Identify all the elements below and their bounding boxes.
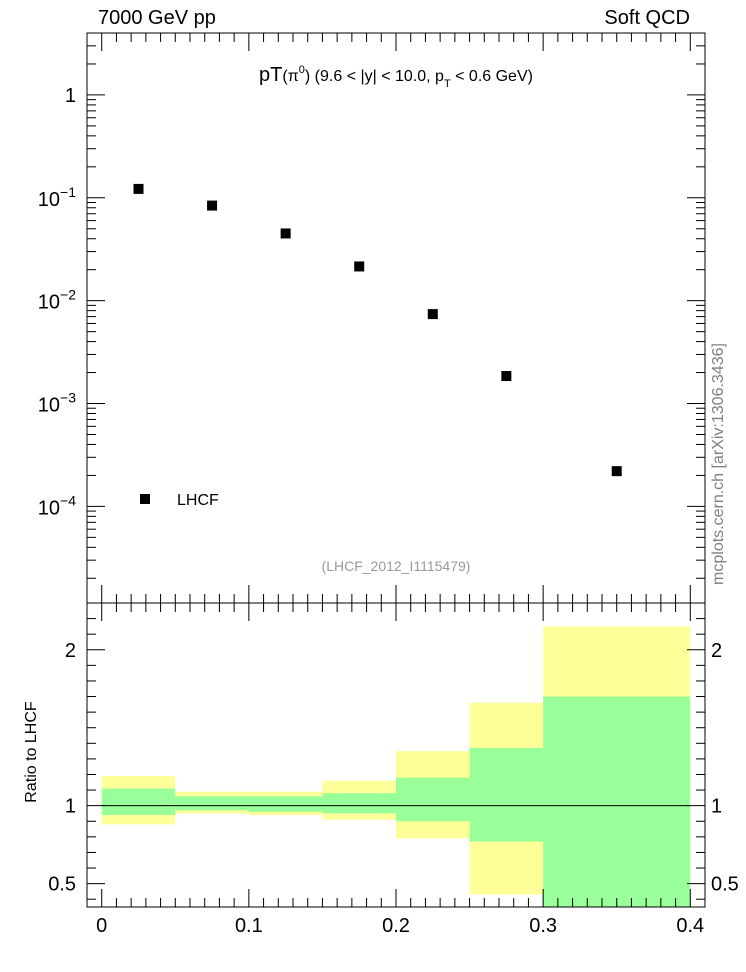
inner-band-bin (543, 696, 691, 907)
ratio-y-tick-label-left: 0.5 (48, 874, 76, 896)
ratio-y-tick-label-left: 1 (65, 796, 76, 818)
ratio-y-tick-label-right: 2 (711, 640, 722, 662)
data-point (354, 261, 365, 272)
header-right-label: Soft QCD (604, 7, 690, 29)
source-side-label: mcplots.cern.ch [arXiv:1306.3436] (710, 343, 727, 585)
data-point (207, 200, 218, 211)
inner-band-bin (322, 793, 396, 814)
data-point (280, 228, 291, 239)
x-tick-label: 0 (96, 915, 107, 937)
y-tick-label: 1 (65, 85, 76, 107)
legend: LHCF (140, 492, 219, 509)
inner-band-bin (396, 777, 470, 822)
header-left-label: 7000 GeV pp (98, 7, 216, 29)
x-tick-label: 0.4 (676, 915, 704, 937)
inner-band-bin (175, 796, 249, 811)
main-y-ticks: 1 10−1 10−2 10−3 10−4 (38, 32, 705, 579)
y-tick-label: 10−1 (38, 184, 76, 211)
ratio-bands (101, 626, 691, 907)
legend-label: LHCF (177, 492, 219, 509)
data-point (501, 371, 512, 382)
x-ticks: 0 0.1 0.2 0.3 0.4 (96, 33, 704, 937)
inner-band-bin (101, 788, 176, 816)
x-tick-label: 0.3 (529, 915, 557, 937)
data-point (611, 466, 622, 477)
main-plot-frame (86, 32, 706, 604)
ratio-y-tick-label-left: 2 (65, 640, 76, 662)
ratio-y-tick-label-right: 0.5 (711, 874, 739, 896)
ratio-y-tick-label-right: 1 (711, 796, 722, 818)
y-tick-label: 10−4 (38, 492, 76, 519)
inner-band-bin (469, 747, 544, 842)
data-point (133, 183, 144, 194)
analysis-id-label: (LHCF_2012_I1115479) (322, 558, 471, 574)
y-tick-label: 10−2 (38, 287, 76, 314)
ratio-y-axis-label: Ratio to LHCF (23, 701, 40, 803)
x-tick-label: 0.1 (235, 915, 263, 937)
ratio-y-ticks: 0.5 0.5 1 1 2 2 (48, 618, 739, 900)
lhcf-series (133, 183, 622, 477)
x-tick-label: 0.2 (382, 915, 410, 937)
y-tick-label: 10−3 (38, 390, 76, 417)
data-point (427, 309, 438, 320)
plot-title: pT(π0) (9.6 < |y| < 10.0, pT < 0.6 GeV) (259, 64, 533, 90)
legend-marker (140, 494, 150, 504)
inner-band-bin (248, 796, 323, 812)
